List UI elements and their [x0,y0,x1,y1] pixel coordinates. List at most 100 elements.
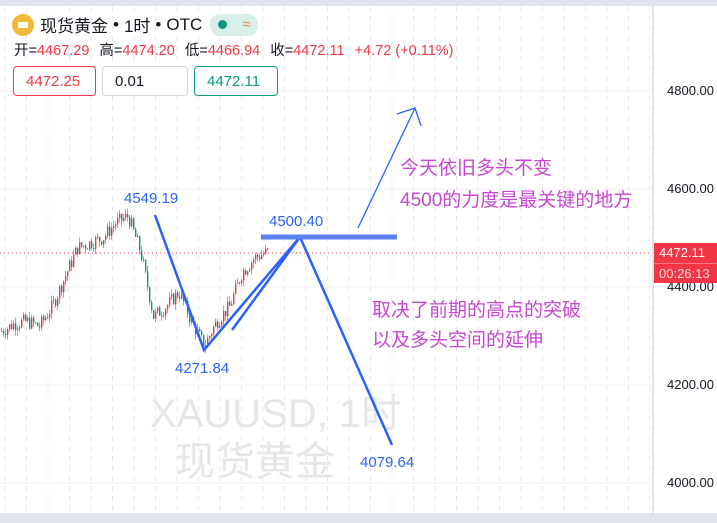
drawings [153,107,422,446]
candle [247,271,249,275]
high-label: 高= [99,43,123,59]
market-status-badge[interactable]: ≈ [210,13,259,36]
candle [131,218,133,227]
candle [57,298,59,306]
candle [165,309,167,316]
candle [101,241,103,245]
candle [117,217,119,225]
candle [161,315,163,317]
price-axis-divider [652,6,654,513]
candle [93,248,95,250]
candle [209,336,211,338]
candle [99,236,101,242]
note-1-line-1: 今天依旧多头不变 [400,158,553,179]
candle [79,242,81,254]
candle [257,254,259,257]
quantity-input[interactable]: 0.01 [102,66,188,96]
candle [219,325,221,328]
market-open-dot-icon [217,20,227,29]
candle [81,242,83,247]
change-value: +4.72 (+0.11%) [354,43,454,59]
arrow-line [357,107,416,229]
candle [201,331,203,335]
candle [13,323,15,330]
interval[interactable]: 1时 [123,17,151,36]
candle [243,270,245,281]
candle [73,254,75,267]
candle [155,311,157,319]
candle [191,317,193,323]
candle [123,217,125,221]
candle [139,236,141,251]
candle [127,213,129,218]
candle [9,324,11,329]
close-label: 收= [270,43,294,59]
candle [171,293,173,298]
candle [129,217,131,227]
candle [109,226,111,236]
note-1-line-2: 4500的力度是最关键的地方 [400,190,633,211]
candle [19,327,21,329]
candle [59,286,61,299]
zigzag-line [153,214,394,446]
candle [241,280,243,284]
candle [133,218,135,229]
candle [89,241,91,250]
candle [7,328,9,335]
buy-button[interactable]: 4472.11 [194,66,278,96]
ohlc-legend: 开=4467.29 高=4474.20 低=4466.94 收=4472.11 … [14,39,460,60]
candle [85,245,87,249]
candle [51,300,53,315]
candle [259,256,261,260]
arrow-head-icon [396,107,422,127]
candle [107,226,109,236]
candle [189,314,191,323]
sell-button[interactable]: 4472.25 [13,66,96,96]
candle [135,228,137,237]
price-tick: 4200.00 [667,377,714,392]
candle [267,248,269,250]
candle [23,314,25,320]
low-value: 4466.94 [207,43,261,59]
candle [145,260,147,272]
target-label: 4079.64 [360,454,415,471]
candle [233,293,235,304]
candle [49,314,51,318]
candle [157,307,159,312]
candle [251,262,253,270]
candle [103,240,105,245]
candle [263,253,265,256]
watermark-symbol: XAUUSD, 1时 [150,392,402,436]
candle [245,270,247,275]
candle [265,248,267,254]
gold-logo-icon [12,13,34,36]
candle [237,282,239,284]
candle [83,245,85,247]
candle [121,213,123,221]
candle [39,326,41,328]
separator: • [155,14,162,34]
candle [207,337,209,346]
time-axis-strip [0,513,717,523]
candle [261,255,263,260]
candle [223,311,225,322]
note-2-line-1: 取决了前期的高点的突破 [372,300,582,321]
exchange: OTC [166,14,203,34]
symbol-header[interactable]: 现货黄金 • 1时 • OTC ≈ [12,12,259,37]
candle [105,235,107,241]
open-label: 开= [14,43,37,59]
candle [77,247,79,254]
price-chart[interactable] [0,0,652,513]
candle [167,305,169,310]
candle [249,269,251,272]
candle [229,301,231,306]
candle [47,317,49,319]
candle [91,241,93,249]
symbol-name: 现货黄金 [40,17,108,36]
low-label: 4271.84 [175,360,230,377]
watermark-name: 现货黄金 [175,440,335,484]
grid [0,6,652,513]
separator: • [113,14,119,34]
candle [199,329,201,332]
candle [33,317,35,323]
